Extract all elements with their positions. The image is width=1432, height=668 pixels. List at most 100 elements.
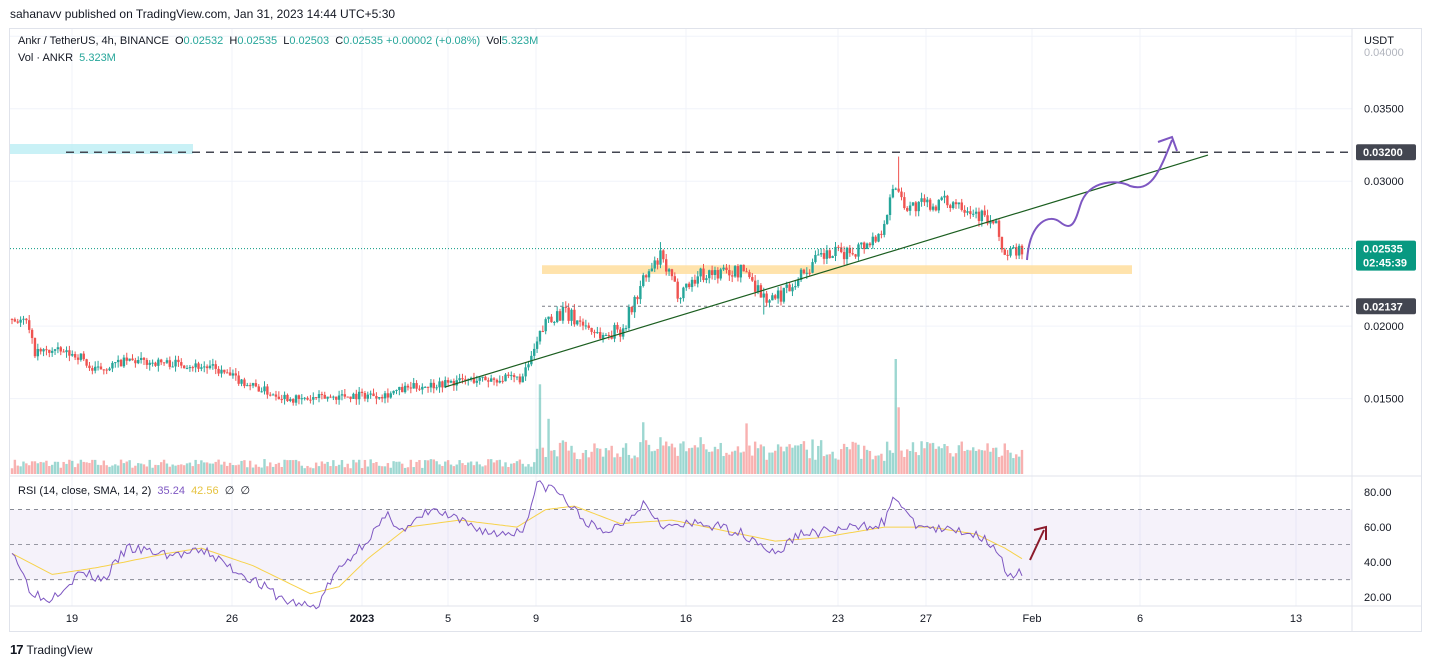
tradingview-logo-icon[interactable]: 17 — [10, 642, 24, 657]
volume-bar — [357, 459, 361, 474]
candle-body — [745, 271, 748, 273]
footer-brand[interactable]: TradingView — [26, 642, 93, 657]
volume-bar — [343, 467, 347, 474]
volume-bar — [802, 441, 806, 474]
price-label: 0.02535 — [1363, 244, 1403, 256]
candle-body — [234, 373, 238, 376]
volume-bar — [444, 461, 447, 474]
candle-body — [713, 270, 717, 275]
volume-bar — [593, 443, 596, 474]
candle-body — [791, 287, 794, 292]
volume-bar — [659, 437, 662, 474]
volume-bar — [33, 461, 37, 474]
volume-bar — [378, 465, 381, 474]
candle-body — [85, 359, 88, 366]
volume-bar — [527, 464, 530, 474]
candle-body — [1009, 248, 1012, 256]
candle-body — [894, 188, 897, 190]
candle-body — [845, 247, 849, 260]
volume-indicator-label[interactable]: Vol · ANKR — [18, 52, 74, 64]
candle-body — [946, 195, 949, 206]
volume-bar — [639, 442, 642, 474]
countdown-label: 02:45:39 — [1363, 258, 1407, 270]
volume-bar — [877, 455, 880, 474]
volume-bar — [188, 462, 192, 474]
volume-bar — [191, 466, 194, 474]
candle-body — [53, 349, 57, 351]
volume-bar — [647, 444, 651, 474]
volume-bar — [581, 452, 585, 474]
rsi-indicator-label[interactable]: RSI (14, close, SMA, 14, 2) — [18, 485, 152, 497]
candle-body — [954, 202, 958, 205]
candle-body — [779, 290, 783, 302]
volume-bar — [194, 459, 197, 474]
candle-body — [317, 394, 321, 399]
volume-bar — [128, 460, 131, 474]
candle-body — [42, 349, 45, 352]
volume-bar — [151, 467, 154, 474]
volume-bar — [544, 456, 547, 474]
volume-bar — [799, 444, 803, 474]
candle-body — [294, 395, 298, 403]
candle-body — [825, 250, 829, 259]
candle-body — [679, 298, 682, 300]
volume-bar — [682, 441, 685, 474]
candle-body — [50, 350, 54, 353]
volume-bar — [352, 459, 355, 474]
candle-body — [817, 254, 820, 256]
symbol-label[interactable]: Ankr / TetherUS, 4h, BINANCE — [18, 35, 169, 47]
candle-body — [131, 358, 134, 361]
candle-body — [137, 359, 140, 364]
volume-bar — [36, 463, 40, 474]
volume-bar — [214, 461, 217, 474]
candle-body — [748, 272, 751, 278]
candle-body — [280, 399, 283, 401]
candle-body — [624, 328, 628, 330]
price-label-box — [1356, 240, 1416, 271]
candle-body — [639, 286, 642, 300]
candle-body — [690, 279, 694, 288]
candle-body — [312, 397, 315, 400]
candle-body — [725, 267, 728, 271]
volume-bar — [30, 461, 34, 474]
volume-bar — [91, 459, 94, 474]
volume-bar — [610, 445, 613, 474]
candle-body — [446, 380, 450, 383]
candle-body — [957, 202, 961, 205]
candle-body — [329, 396, 332, 398]
candle-body — [429, 382, 433, 388]
volume-bar — [363, 459, 367, 474]
candle-body — [630, 306, 633, 313]
volume-bar — [963, 451, 966, 474]
y-tick-label-faded: 0.04000 — [1364, 47, 1404, 59]
candle-body — [728, 270, 731, 276]
candle-body — [200, 367, 203, 369]
volume-bar — [596, 448, 599, 474]
candle-body — [636, 296, 639, 300]
candle-body — [980, 210, 984, 222]
volume-bar — [530, 466, 533, 474]
volume-bar — [1000, 455, 1004, 474]
price-label: 0.03200 — [1363, 147, 1403, 159]
volume-bar — [326, 461, 329, 474]
volume-bar — [570, 445, 573, 474]
volume-bar — [472, 465, 476, 474]
chart-frame[interactable] — [9, 28, 1422, 632]
volume-bar — [435, 461, 438, 474]
volume-bar — [730, 451, 734, 474]
x-tick-label: 13 — [1290, 613, 1302, 625]
vol-label: Vol — [486, 35, 502, 47]
candle-body — [495, 379, 499, 383]
candle-body — [865, 243, 869, 249]
candle-body — [647, 271, 651, 278]
volume-bar — [624, 443, 628, 474]
volume-bar — [369, 459, 372, 474]
volume-bar — [303, 468, 306, 474]
open-value: 0.02532 — [183, 35, 224, 47]
candle-body — [510, 375, 513, 377]
candle-body — [831, 255, 834, 259]
candle-body — [699, 268, 702, 277]
candle-body — [891, 188, 895, 198]
volume-bar — [208, 463, 212, 474]
